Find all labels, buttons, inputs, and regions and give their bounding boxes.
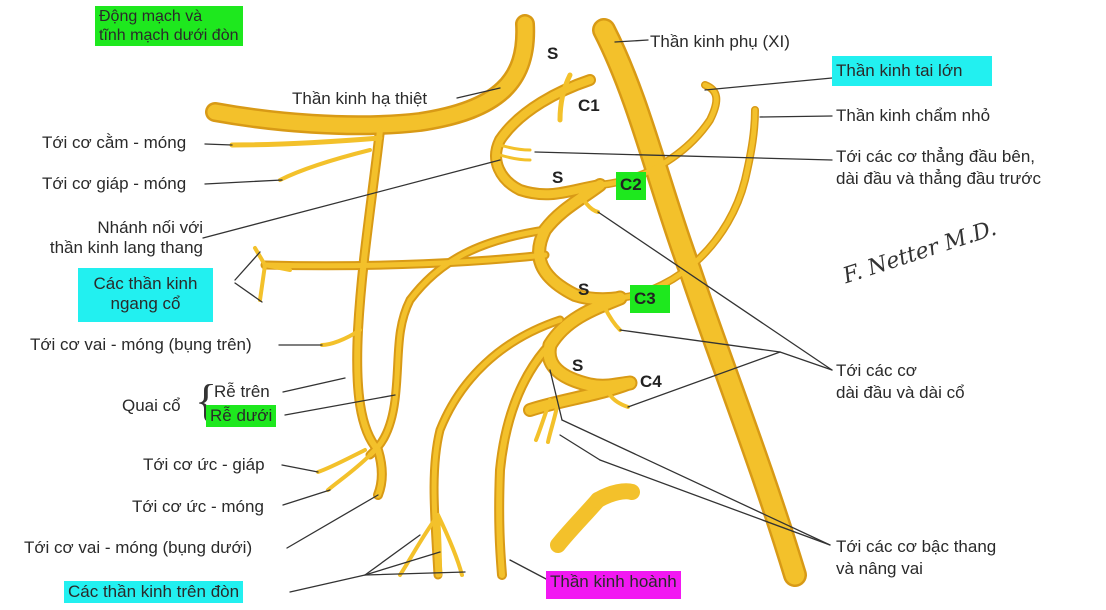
segment-s3: S (578, 280, 590, 299)
label-omohyoid-superior: Tới cơ vai - móng (bụng trên) (30, 335, 252, 354)
segment-s1: S (547, 44, 559, 63)
label-great-auricular: Thần kinh tai lớn (832, 56, 992, 86)
label-rectus-muscles: Tới các cơ thẳng đầu bên, dài đầu và thẳ… (836, 147, 1041, 188)
label-accessory-nerve: Thần kinh phụ (XI) (650, 32, 790, 51)
segment-s4: S (572, 356, 584, 375)
label-thyrohyoid: Tới cơ giáp - móng (42, 174, 187, 193)
segment-s2: S (552, 168, 564, 187)
label-inferior-root: Rễ dưới (206, 405, 277, 427)
label-phrenic-nerve: Thần kinh hoành (546, 571, 681, 599)
label-lesser-occipital: Thần kinh chẩm nhỏ (836, 106, 991, 125)
label-sternothyroid: Tới cơ ức - giáp (143, 455, 265, 474)
segment-c3: C3 (630, 285, 670, 313)
label-transverse-cervical: Các thần kinh ngang cổ (78, 268, 213, 322)
segment-c1: C1 (578, 96, 600, 115)
label-sternohyoid: Tới cơ ức - móng (132, 497, 264, 516)
segment-c2: C2 (616, 172, 646, 200)
label-longus-muscles: Tới các cơ dài đầu và dài cổ (836, 361, 965, 402)
label-omohyoid-inferior: Tới cơ vai - móng (bụng dưới) (24, 538, 253, 557)
label-ansa-cervicalis: Quai cổ (122, 396, 181, 415)
label-subclavian-vessels: Động mạch và tĩnh mạch dưới đòn (95, 6, 243, 46)
leader-lines (202, 39, 833, 593)
label-vagus-branch: Nhánh nối với thần kinh lang thang (49, 218, 203, 257)
label-supraclavicular: Các thần kinh trên đòn (64, 581, 244, 603)
label-scalene-muscles: Tới các cơ bậc thang và nâng vai (836, 537, 997, 578)
label-geniohyoid: Tới cơ cằm - móng (42, 133, 187, 152)
label-superior-root: Rễ trên (214, 382, 270, 401)
nerve-fill (207, 16, 805, 585)
label-hypoglossal-nerve: Thần kinh hạ thiệt (292, 89, 428, 108)
segment-c4: C4 (640, 372, 662, 391)
